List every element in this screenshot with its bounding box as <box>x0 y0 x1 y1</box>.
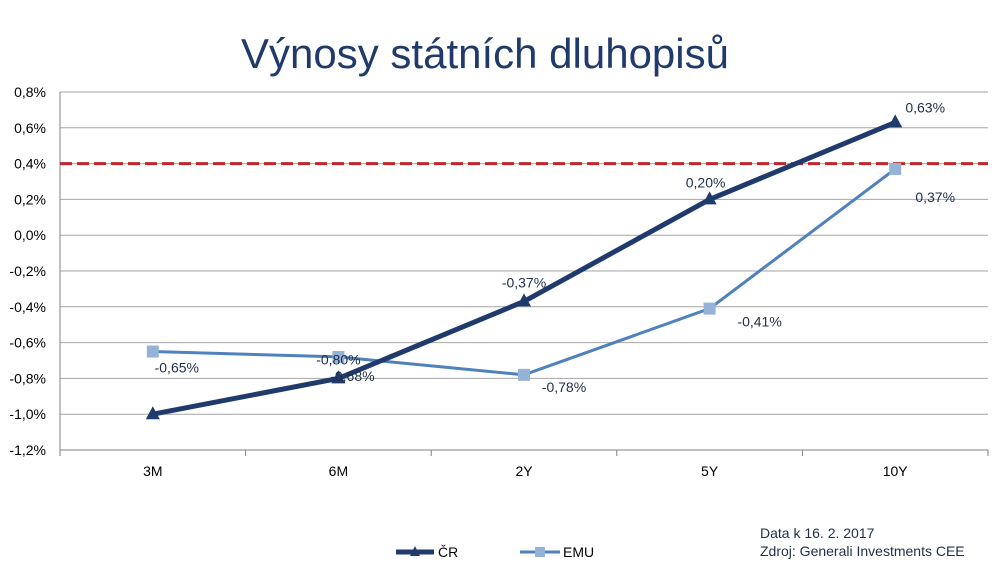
legend-marker <box>410 546 420 556</box>
x-tick-label: 3M <box>143 463 162 479</box>
marker-point <box>145 406 160 420</box>
source-note: Zdroj: Generali Investments CEE <box>760 543 965 559</box>
marker-point <box>702 191 717 205</box>
legend-label: ČR <box>438 544 458 560</box>
x-tick-label: 2Y <box>515 463 533 479</box>
marker-point <box>889 162 902 175</box>
data-labels: -0,80% -0,37% 0,20% 0,63% -0,65% -0,68% -0,78%… <box>155 99 955 394</box>
x-tick-label: 6M <box>329 463 348 479</box>
y-tick-label: 0,4% <box>14 156 46 172</box>
marker-point <box>331 370 346 384</box>
marker-point <box>146 345 159 358</box>
y-tick-label: -1,0% <box>9 406 46 422</box>
y-tick-label: -0,6% <box>9 335 46 351</box>
x-tick-label: 5Y <box>701 463 719 479</box>
legend: ČR EMU <box>396 544 594 560</box>
data-label: 0,63% <box>905 99 945 115</box>
data-label: -0,68% <box>330 368 374 384</box>
data-date-note: Data k 16. 2. 2017 <box>760 525 875 541</box>
y-axis-ticks: 0,8% 0,6% 0,4% 0,2% 0,0% -0,2% -0,4% -0,6% -0,8%… <box>9 84 46 458</box>
y-tick-label: 0,6% <box>14 120 46 136</box>
data-label: -0,41% <box>737 314 781 330</box>
data-label: -0,37% <box>502 274 546 290</box>
y-tick-label: 0,0% <box>14 227 46 243</box>
y-tick-label: 0,8% <box>14 84 46 100</box>
marker-point <box>888 114 903 128</box>
y-tick-label: -0,4% <box>9 299 46 315</box>
marker-point <box>517 293 531 307</box>
data-label: -0,80% <box>316 351 360 367</box>
legend-label: EMU <box>563 544 594 560</box>
grid <box>60 91 988 451</box>
data-label: -0,65% <box>155 360 199 376</box>
series-group <box>145 114 903 420</box>
y-tick-label: 0,2% <box>14 191 46 207</box>
data-label: 0,37% <box>915 189 955 205</box>
marker-point <box>703 302 716 315</box>
x-axis: 3M 6M 2Y 5Y 10Y <box>59 92 989 479</box>
y-tick-label: -0,2% <box>9 263 46 279</box>
legend-marker <box>535 547 545 557</box>
data-label: 0,20% <box>686 174 726 190</box>
y-tick-label: -1,2% <box>9 442 46 458</box>
x-tick-label: 10Y <box>883 463 909 479</box>
marker-point <box>518 368 530 381</box>
chart-title: Výnosy státních dluhopisů <box>241 30 729 77</box>
marker-point <box>332 350 345 363</box>
y-tick-label: -0,8% <box>9 370 46 386</box>
data-label: -0,78% <box>542 379 586 395</box>
